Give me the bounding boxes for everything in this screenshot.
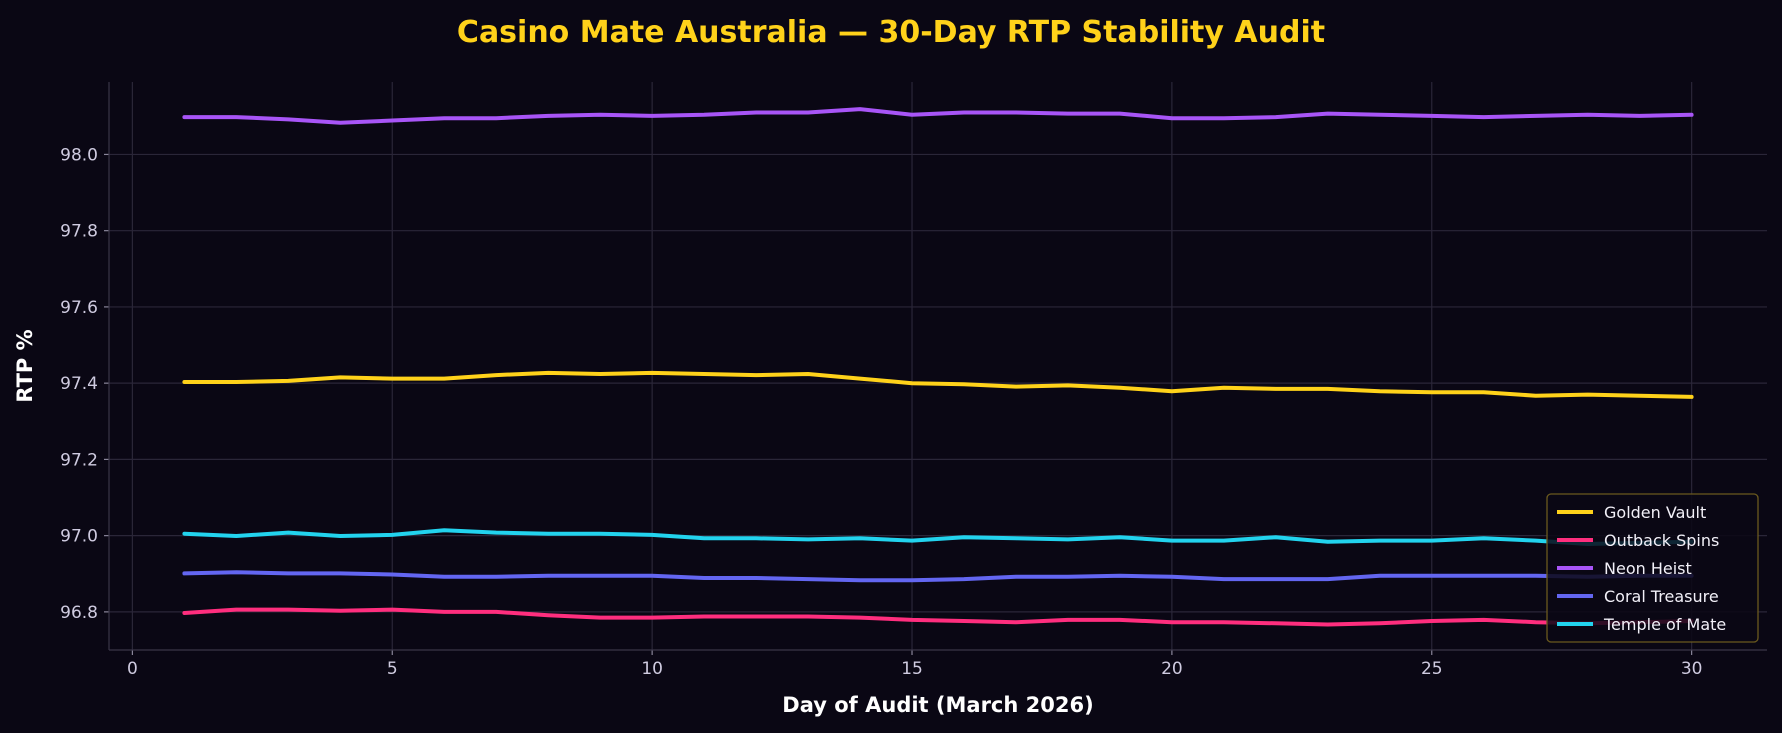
axes: 0 5 10 15 20 25 30 96.8 97.0 97.2 97.4 97.6 97.8 98.0: [60, 82, 1767, 679]
x-axis-label: Day of Audit (March 2026): [782, 693, 1093, 717]
y-tick-label: 97.2: [60, 450, 98, 470]
y-tick-label: 97.8: [60, 222, 98, 242]
legend-label: Coral Treasure: [1604, 587, 1719, 606]
x-tick-label: 25: [1421, 659, 1443, 679]
series-lines: [182, 107, 1694, 627]
legend-label: Neon Heist: [1604, 559, 1692, 578]
y-tick-label: 97.4: [60, 374, 98, 394]
y-tick-label: 97.0: [60, 527, 98, 547]
series-line-coral-treasure: [182, 570, 1694, 583]
legend: Golden Vault Outback Spins Neon Heist Coral…: [1546, 493, 1759, 643]
legend-label: Temple of Mate: [1603, 615, 1726, 634]
x-tick-label: 10: [641, 659, 663, 679]
y-tick-label: 97.6: [60, 298, 98, 318]
y-tick-label: 96.8: [60, 603, 98, 623]
x-tick-label: 30: [1681, 659, 1703, 679]
legend-label: Golden Vault: [1604, 503, 1706, 522]
chart-title: Casino Mate Australia — 30-Day RTP Stabi…: [457, 15, 1325, 50]
series-line-golden-vault: [182, 370, 1694, 399]
x-tick-label: 15: [901, 659, 923, 679]
x-tick-label: 0: [127, 659, 138, 679]
x-tick-label: 20: [1161, 659, 1183, 679]
series-line-outback-spins: [182, 607, 1694, 627]
series-line-neon-heist: [182, 107, 1694, 125]
y-tick-label: 98.0: [60, 145, 98, 165]
y-axis-label: RTP %: [13, 329, 37, 402]
legend-box: [1546, 493, 1759, 643]
series-line-temple-of-mate: [182, 528, 1694, 546]
x-tick-label: 5: [387, 659, 398, 679]
legend-label: Outback Spins: [1604, 531, 1719, 550]
